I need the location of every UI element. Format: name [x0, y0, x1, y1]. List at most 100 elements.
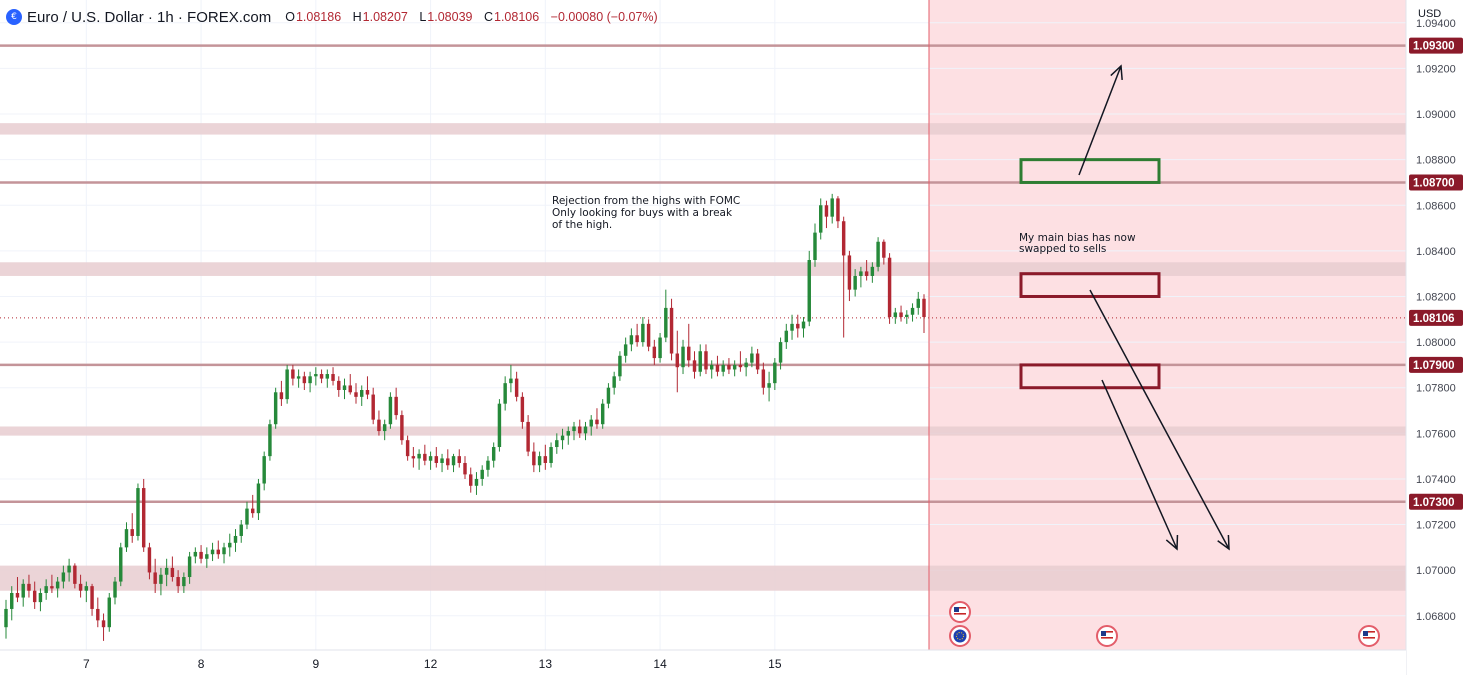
level-price-tag[interactable]: 1.09300	[1409, 37, 1463, 54]
candle[interactable]	[119, 542, 123, 587]
level-price-tag[interactable]: 1.07900	[1409, 356, 1463, 373]
candle[interactable]	[141, 478, 146, 552]
candle[interactable]	[658, 332, 662, 363]
candle[interactable]	[337, 376, 341, 397]
candle[interactable]	[646, 319, 651, 352]
candle[interactable]	[32, 581, 37, 609]
candle[interactable]	[652, 339, 657, 365]
candle[interactable]	[268, 419, 272, 461]
candle[interactable]	[755, 348, 760, 375]
candle[interactable]	[612, 371, 616, 395]
candle[interactable]	[595, 408, 599, 429]
candle[interactable]	[463, 456, 467, 479]
candle[interactable]	[405, 435, 410, 461]
candle[interactable]	[233, 529, 238, 552]
candle[interactable]	[27, 574, 31, 598]
candle[interactable]	[824, 200, 829, 229]
candle[interactable]	[910, 303, 915, 322]
candle[interactable]	[451, 453, 456, 473]
candle[interactable]	[738, 351, 743, 372]
candle[interactable]	[446, 449, 450, 470]
candle[interactable]	[641, 317, 645, 347]
candle[interactable]	[394, 387, 398, 420]
candle[interactable]	[813, 223, 817, 267]
candle[interactable]	[107, 592, 111, 632]
candle[interactable]	[96, 597, 100, 628]
candle[interactable]	[4, 599, 8, 639]
level-price-tag[interactable]: 1.08700	[1409, 174, 1463, 191]
candle[interactable]	[279, 380, 284, 406]
candle[interactable]	[199, 545, 203, 564]
candle[interactable]	[388, 392, 393, 429]
candle[interactable]	[526, 415, 530, 457]
candle[interactable]	[514, 371, 519, 402]
candle[interactable]	[520, 392, 525, 429]
candle[interactable]	[382, 419, 387, 441]
candle[interactable]	[887, 253, 892, 324]
candle[interactable]	[566, 426, 570, 445]
candle[interactable]	[623, 337, 628, 363]
candle[interactable]	[830, 193, 834, 224]
candle[interactable]	[239, 520, 243, 543]
candle[interactable]	[870, 262, 875, 283]
candle[interactable]	[486, 456, 490, 477]
candle[interactable]	[669, 298, 674, 361]
candle[interactable]	[509, 364, 513, 393]
candle[interactable]	[847, 250, 852, 302]
candle[interactable]	[308, 371, 312, 393]
candle[interactable]	[761, 362, 766, 395]
candle[interactable]	[73, 563, 77, 589]
candle[interactable]	[692, 351, 697, 379]
candle[interactable]	[773, 358, 777, 390]
us-event-flag-icon[interactable]	[1096, 625, 1118, 647]
candle[interactable]	[819, 198, 823, 240]
candle[interactable]	[778, 337, 783, 370]
candle[interactable]	[250, 494, 255, 518]
candle[interactable]	[50, 574, 54, 593]
candle[interactable]	[905, 310, 909, 324]
candle[interactable]	[882, 239, 886, 265]
candle[interactable]	[532, 442, 536, 473]
candle[interactable]	[256, 478, 261, 520]
candle[interactable]	[675, 330, 680, 393]
candle[interactable]	[497, 399, 502, 452]
candle[interactable]	[744, 358, 748, 377]
candle[interactable]	[698, 344, 702, 377]
candle[interactable]	[555, 433, 559, 454]
candle[interactable]	[61, 565, 66, 589]
candle[interactable]	[664, 289, 668, 343]
candle[interactable]	[767, 371, 771, 402]
candle[interactable]	[78, 574, 83, 598]
candle[interactable]	[864, 260, 869, 281]
candle[interactable]	[365, 376, 370, 400]
candle[interactable]	[400, 410, 404, 445]
candle[interactable]	[55, 577, 60, 598]
candle[interactable]	[618, 351, 622, 381]
candle[interactable]	[101, 613, 106, 641]
candle[interactable]	[922, 294, 926, 333]
candle[interactable]	[732, 360, 737, 377]
candle[interactable]	[417, 449, 421, 470]
candle[interactable]	[319, 369, 324, 384]
candle[interactable]	[136, 483, 140, 541]
candle[interactable]	[153, 558, 157, 593]
candle[interactable]	[796, 314, 800, 338]
candle[interactable]	[147, 542, 152, 580]
candle[interactable]	[790, 314, 794, 340]
candle[interactable]	[84, 581, 89, 603]
candle[interactable]	[377, 410, 381, 436]
candle[interactable]	[537, 451, 542, 473]
candle[interactable]	[371, 387, 375, 425]
candle[interactable]	[681, 339, 685, 375]
candle[interactable]	[291, 364, 295, 386]
candle[interactable]	[709, 360, 714, 379]
candle[interactable]	[899, 305, 903, 322]
sell-box-upper[interactable]	[1019, 272, 1161, 298]
candle[interactable]	[273, 387, 278, 429]
candle[interactable]	[750, 346, 754, 368]
candle[interactable]	[589, 415, 593, 436]
candle[interactable]	[635, 323, 639, 347]
candle[interactable]	[15, 577, 20, 603]
candle[interactable]	[302, 371, 307, 390]
candle[interactable]	[38, 588, 43, 612]
